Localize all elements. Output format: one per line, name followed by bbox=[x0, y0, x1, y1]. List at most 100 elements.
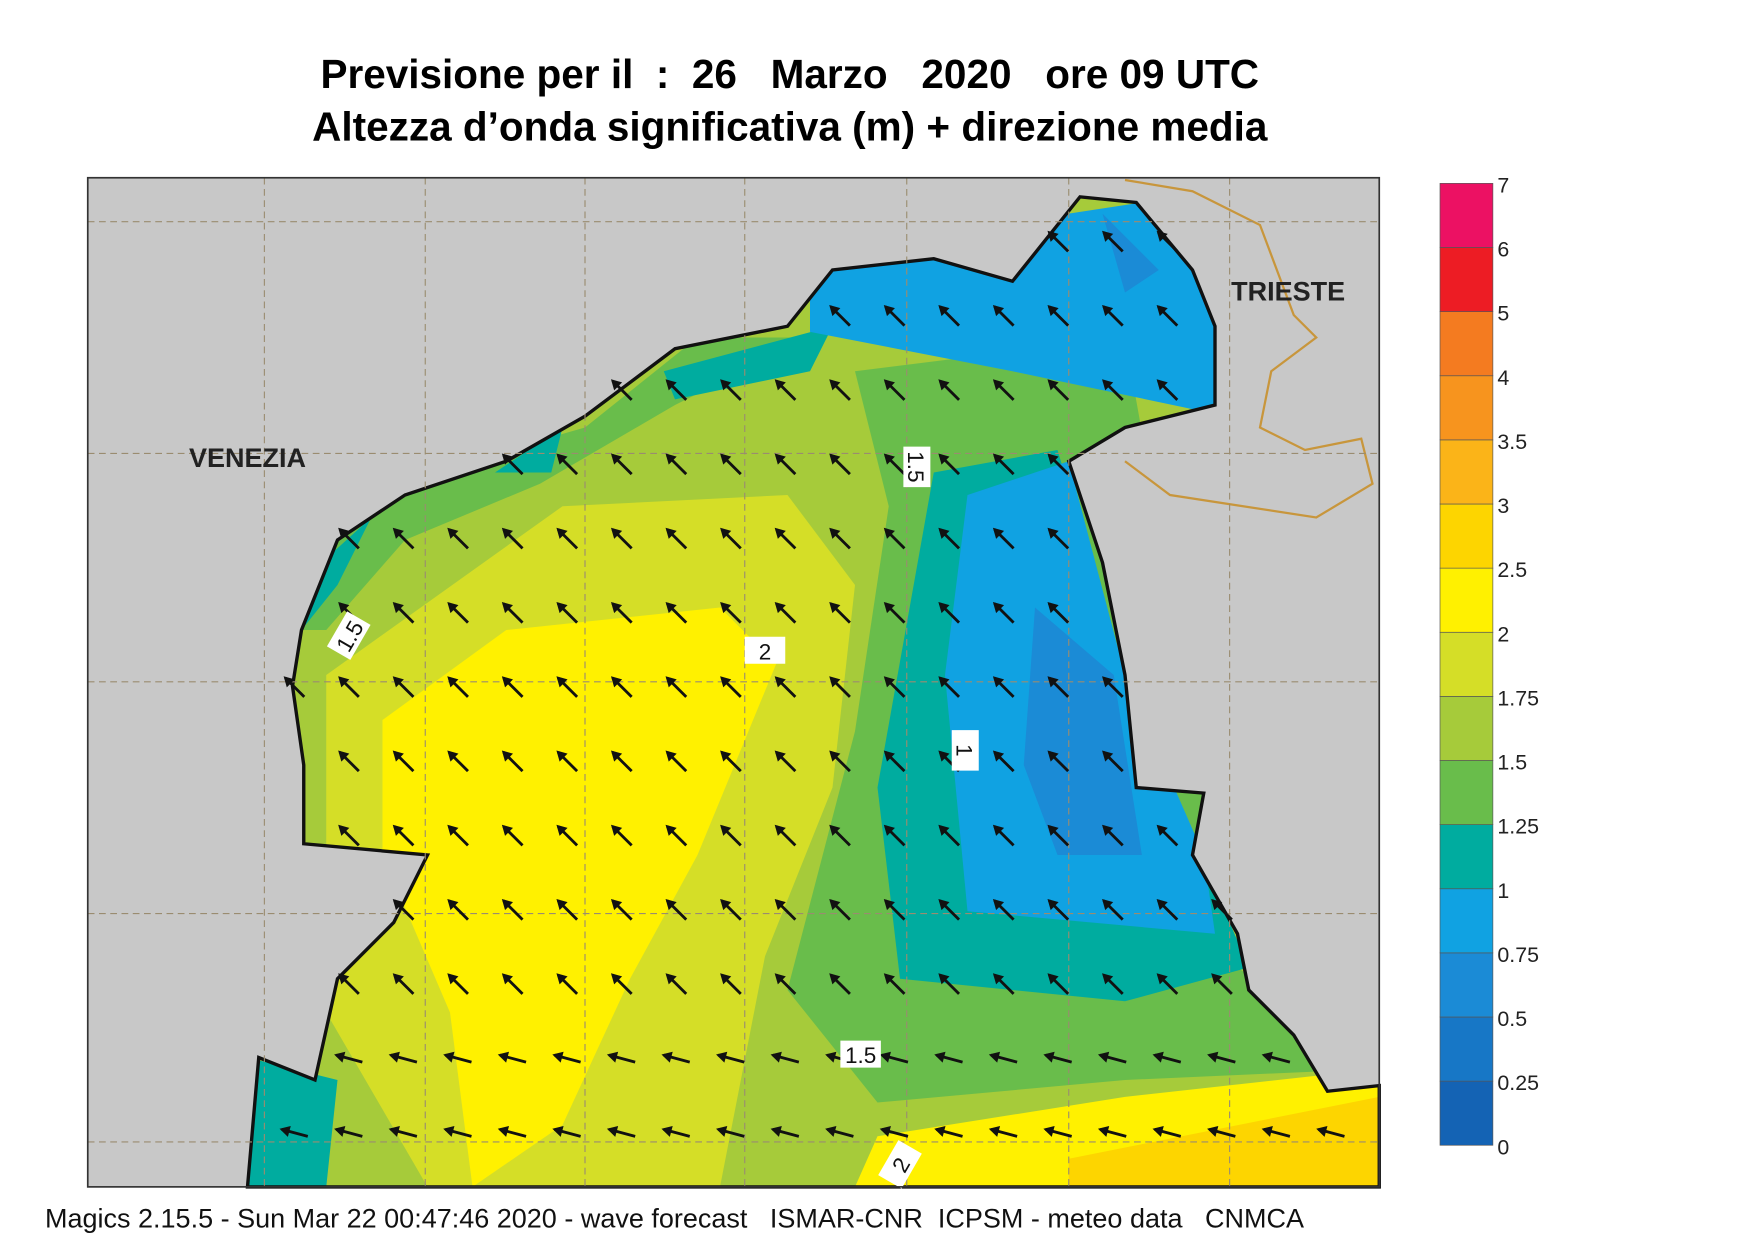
wave-zone bbox=[258, 337, 810, 630]
colorbar-cell bbox=[1439, 247, 1494, 312]
arrow-head bbox=[447, 527, 459, 539]
arrow-head bbox=[825, 1051, 837, 1063]
arrow-head bbox=[447, 824, 459, 836]
colorbar-label: 1 bbox=[1497, 879, 1509, 903]
arrow-head bbox=[610, 824, 623, 836]
direction-arrow bbox=[447, 750, 469, 773]
direction-arrow bbox=[829, 304, 851, 327]
direction-arrow bbox=[1102, 898, 1124, 921]
arrow-head bbox=[610, 527, 623, 539]
direction-arrow bbox=[938, 824, 961, 847]
direction-arrow bbox=[610, 601, 633, 624]
colorbar-label: 1.75 bbox=[1497, 686, 1539, 710]
arrow-head bbox=[988, 1051, 1001, 1063]
colorbar-label: 0 bbox=[1497, 1135, 1509, 1159]
arrow-head bbox=[1156, 379, 1168, 391]
direction-arrow bbox=[1047, 973, 1070, 995]
direction-arrow bbox=[665, 676, 688, 698]
arrow-head bbox=[829, 973, 841, 985]
wave-zone bbox=[382, 607, 777, 1187]
direction-arrow bbox=[447, 527, 469, 550]
direction-arrow bbox=[934, 1125, 963, 1138]
arrow-head bbox=[1156, 973, 1168, 985]
arrow-head bbox=[283, 676, 295, 688]
arrow-head bbox=[501, 601, 513, 614]
direction-arrow bbox=[879, 1051, 909, 1064]
arrow-head bbox=[556, 676, 568, 688]
colorbar-cell bbox=[1439, 824, 1494, 890]
colorbar-label: 2 bbox=[1497, 622, 1509, 646]
colorbar-cell bbox=[1439, 375, 1494, 441]
direction-arrow bbox=[1102, 750, 1124, 773]
direction-arrow bbox=[774, 527, 797, 550]
arrow-head bbox=[556, 824, 568, 836]
arrow-head bbox=[610, 898, 623, 911]
arrow-head bbox=[1261, 1125, 1273, 1137]
arrow-head bbox=[1047, 973, 1059, 985]
arrow-head bbox=[883, 304, 895, 317]
direction-arrow bbox=[988, 1051, 1018, 1064]
arrow-head bbox=[883, 379, 895, 391]
arrow-head bbox=[992, 379, 1005, 391]
arrow-head bbox=[610, 453, 623, 465]
direction-arrow bbox=[1207, 1051, 1236, 1064]
direction-arrow bbox=[774, 750, 797, 773]
scaled-layer: Previsione per il : 26 Marzo 2020 ore 09… bbox=[45, 51, 1539, 1234]
arrow-head bbox=[774, 676, 786, 688]
arrow-head bbox=[447, 898, 459, 911]
arrow-head bbox=[774, 898, 786, 911]
arrow-head bbox=[883, 973, 895, 985]
arrow-head bbox=[829, 750, 841, 762]
arrow-head bbox=[334, 1125, 346, 1137]
arrow-head bbox=[774, 824, 786, 836]
arrow-head bbox=[883, 824, 895, 836]
arrow-head bbox=[829, 898, 841, 911]
arrow-head bbox=[774, 453, 786, 465]
direction-arrow bbox=[720, 676, 742, 698]
arrow-head bbox=[774, 973, 786, 985]
direction-arrow bbox=[883, 676, 906, 698]
arrow-head bbox=[992, 304, 1005, 317]
arrow-head bbox=[1156, 304, 1168, 317]
direction-arrow bbox=[720, 527, 742, 550]
footer: Magics 2.15.5 - Sun Mar 22 00:47:46 2020… bbox=[45, 1203, 1304, 1233]
arrow-head bbox=[501, 676, 513, 688]
colorbar-cell bbox=[1439, 1016, 1494, 1082]
arrow-head bbox=[338, 750, 350, 762]
direction-arrow bbox=[1156, 230, 1179, 253]
direction-arrow bbox=[610, 527, 633, 550]
contour-label-text: 1 bbox=[951, 744, 976, 757]
arrow-head bbox=[716, 1051, 728, 1063]
direction-arrow bbox=[774, 601, 797, 624]
direction-arrow bbox=[1047, 453, 1070, 476]
arrow-head bbox=[992, 824, 1005, 836]
direction-arrow bbox=[665, 453, 688, 476]
arrow-head bbox=[720, 898, 732, 911]
arrow-head bbox=[556, 601, 568, 614]
arrow-head bbox=[552, 1125, 564, 1137]
direction-arrow bbox=[829, 601, 851, 624]
direction-arrow bbox=[938, 453, 961, 476]
direction-arrow bbox=[938, 676, 961, 698]
arrow-head bbox=[279, 1125, 291, 1137]
arrow-head bbox=[665, 676, 677, 688]
arrow-head bbox=[1102, 676, 1114, 688]
arrow-head bbox=[338, 824, 350, 836]
direction-arrow bbox=[938, 304, 961, 327]
contour-label-bg bbox=[840, 1040, 881, 1068]
arrow-head bbox=[938, 750, 950, 762]
arrow-head bbox=[938, 527, 950, 539]
arrow-head bbox=[610, 676, 623, 688]
direction-arrow bbox=[497, 1125, 527, 1138]
arrow-head bbox=[829, 379, 841, 391]
border bbox=[1124, 178, 1374, 519]
arrow-head bbox=[443, 1125, 455, 1137]
arrow-head bbox=[665, 973, 677, 985]
direction-arrow bbox=[774, 453, 797, 476]
arrow-head bbox=[1102, 230, 1114, 242]
arrow-head bbox=[1043, 1125, 1055, 1137]
arrow-head bbox=[501, 824, 513, 836]
arrow-head bbox=[883, 527, 895, 539]
colorbar-cell bbox=[1439, 888, 1494, 954]
arrow-head bbox=[665, 601, 677, 614]
